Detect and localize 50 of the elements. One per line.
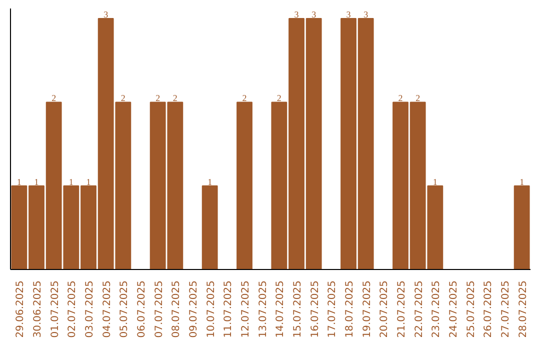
data-label: 2 <box>156 93 160 104</box>
data-label: 2 <box>52 93 56 104</box>
x-tick-label: 24.07.2025 <box>448 280 460 338</box>
x-tick-label: 17.07.2025 <box>327 280 338 338</box>
x-tick-label: 27.07.2025 <box>500 280 512 338</box>
data-label: 1 <box>86 176 91 187</box>
data-label: 3 <box>312 10 317 20</box>
x-tick-label: 15.07.2025 <box>292 280 304 338</box>
data-label: 2 <box>172 93 178 104</box>
data-label: 2 <box>416 93 420 104</box>
data-label: 2 <box>276 93 282 104</box>
x-tick-label: 19.07.2025 <box>362 280 373 338</box>
data-label: 3 <box>294 10 300 20</box>
x-tick-label: 13.07.2025 <box>258 280 269 338</box>
x-tick-label: 21.07.2025 <box>396 280 408 338</box>
data-label: 1 <box>520 176 524 187</box>
x-tick-label: 30.06.2025 <box>32 280 44 338</box>
x-tick-label: 06.07.2025 <box>136 280 148 338</box>
data-label: 1 <box>68 176 74 187</box>
data-label: 3 <box>104 10 109 20</box>
x-tick-label: 25.07.2025 <box>466 280 477 338</box>
data-label: 3 <box>346 10 352 20</box>
x-tick-label: 28.07.2025 <box>518 280 529 338</box>
data-label: 3 <box>364 10 369 20</box>
x-tick-label: 05.07.2025 <box>119 280 130 338</box>
x-tick-label: 26.07.2025 <box>483 280 494 338</box>
x-tick-label: 03.07.2025 <box>84 280 96 338</box>
x-tick-label: 02.07.2025 <box>67 280 78 338</box>
x-tick-label: 22.07.2025 <box>414 280 425 338</box>
x-tick-label: 16.07.2025 <box>310 280 321 338</box>
x-tick-label: 18.07.2025 <box>344 280 356 338</box>
x-tick-label: 01.07.2025 <box>50 280 61 338</box>
data-label: 1 <box>208 176 212 187</box>
x-tick-label: 23.07.2025 <box>431 280 442 338</box>
x-tick-label: 12.07.2025 <box>240 280 252 338</box>
x-tick-label: 09.07.2025 <box>188 280 200 338</box>
data-label: 1 <box>432 176 438 187</box>
x-tick-label: 04.07.2025 <box>102 280 113 338</box>
x-tick-label: 07.07.2025 <box>154 280 165 338</box>
data-label: 1 <box>34 176 39 187</box>
data-label: 2 <box>242 93 247 104</box>
x-tick-label: 11.07.2025 <box>223 280 234 338</box>
data-label: 2 <box>120 93 126 104</box>
x-tick-label: 29.06.2025 <box>15 280 26 338</box>
x-tick-label: 14.07.2025 <box>275 280 286 338</box>
x-tick-label: 20.07.2025 <box>379 280 390 338</box>
x-tick-label: 08.07.2025 <box>171 280 182 338</box>
x-tick-label: 10.07.2025 <box>206 280 217 338</box>
data-label: 2 <box>398 93 403 104</box>
data-label: 1 <box>16 176 22 187</box>
